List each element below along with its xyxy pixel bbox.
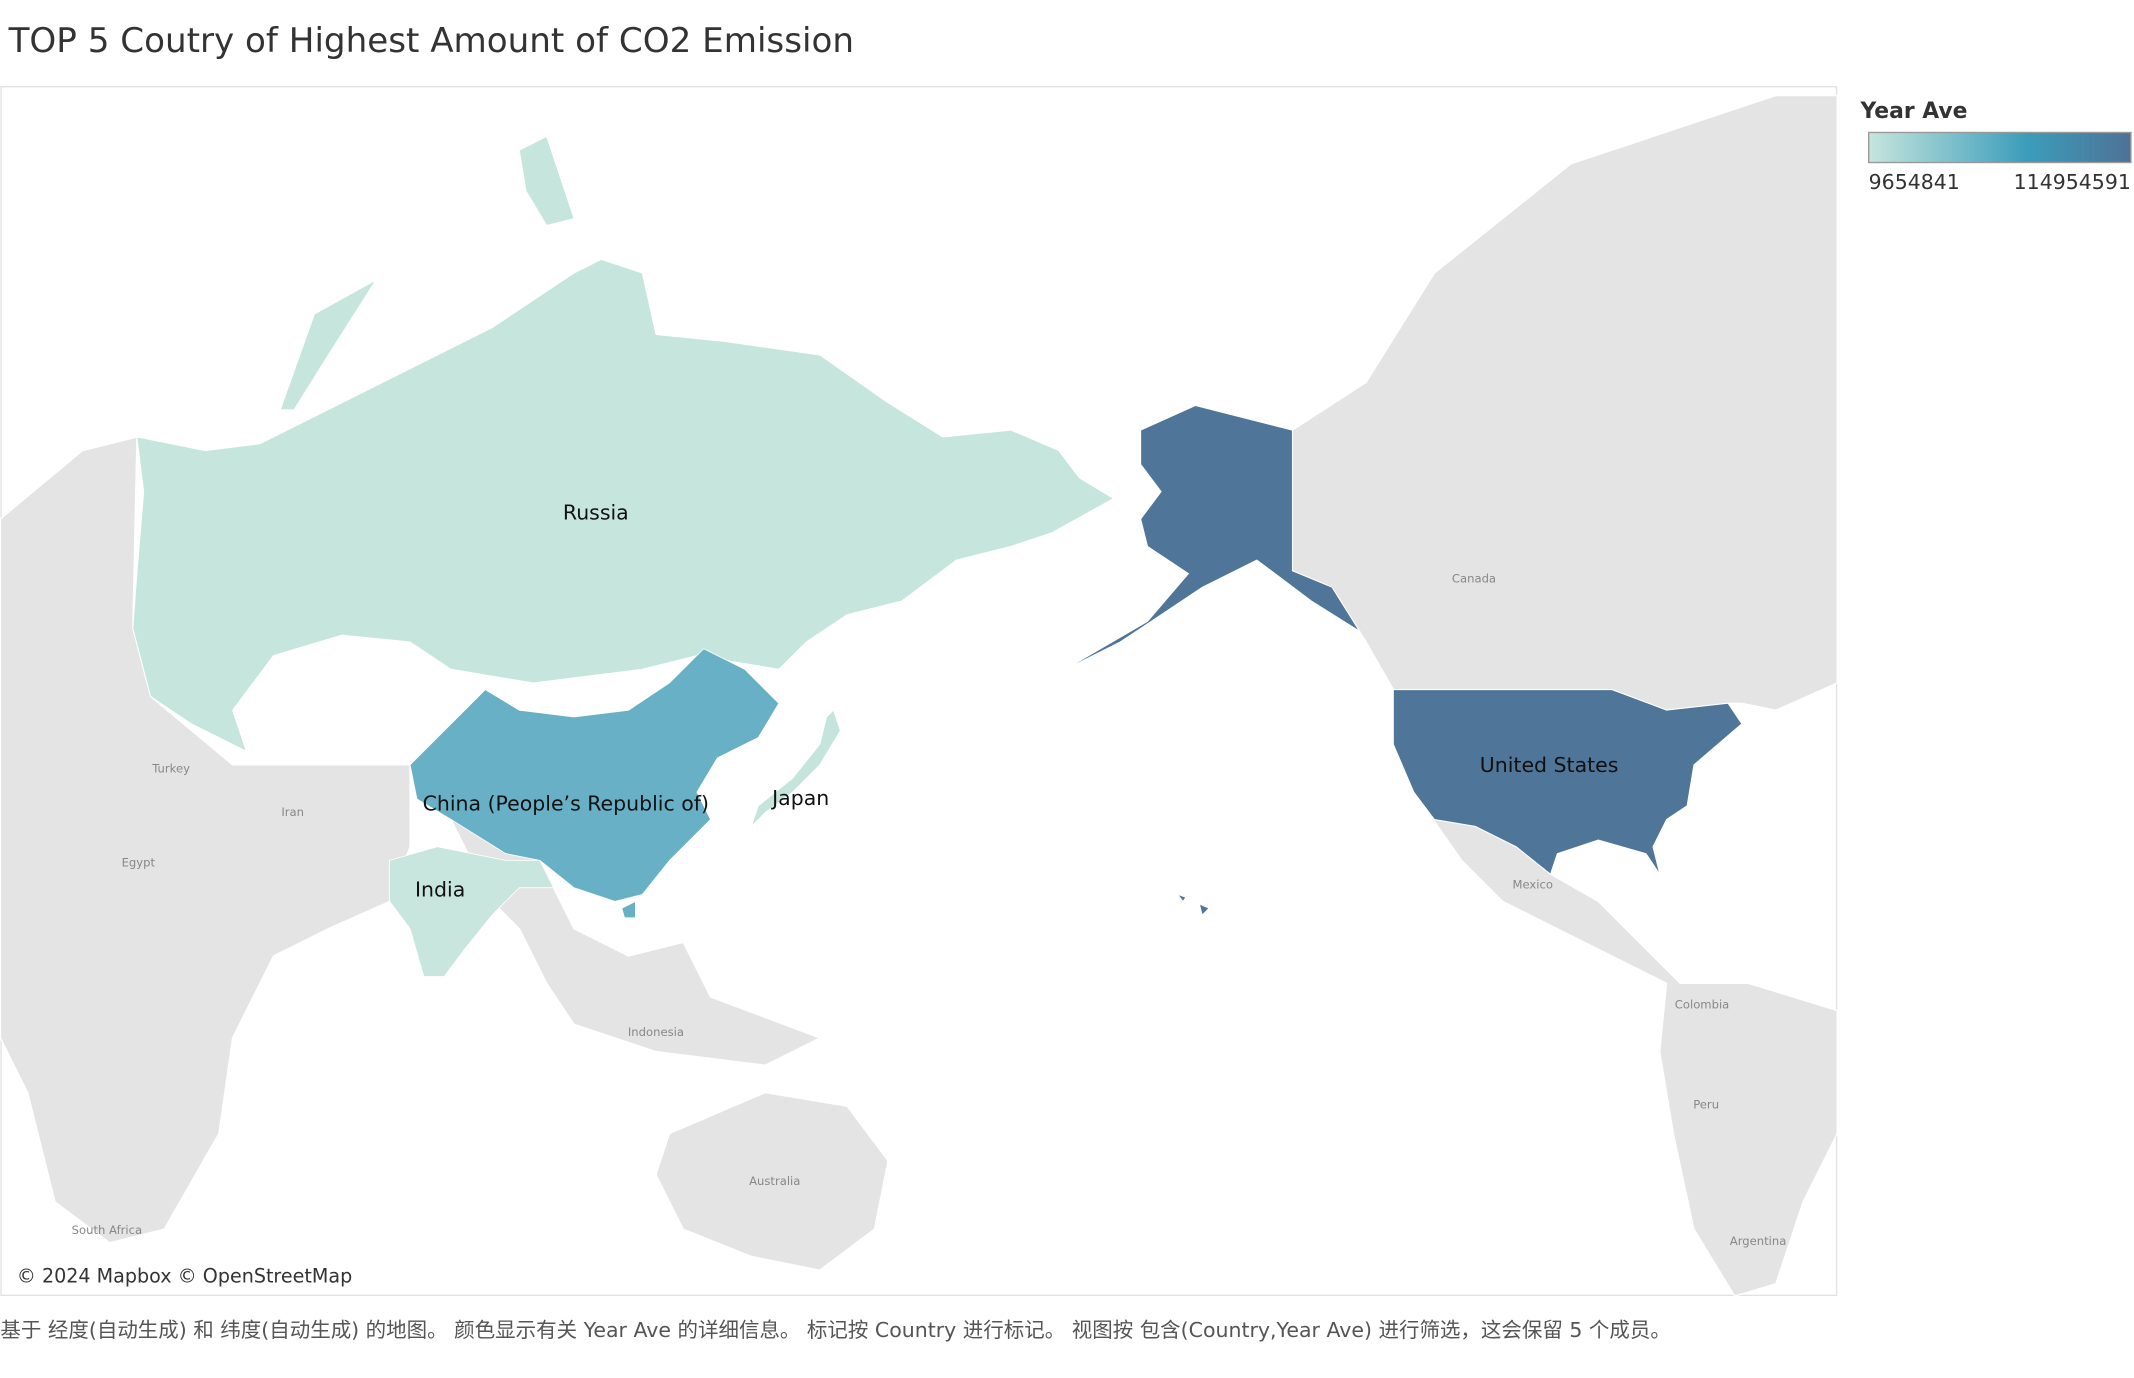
country-shape	[409, 648, 780, 919]
map-label: Egypt	[122, 856, 156, 870]
attribution: © 2024 Mapbox © OpenStreetMap	[17, 1264, 352, 1287]
map-label: Turkey	[151, 761, 190, 775]
country-label: United States	[1480, 753, 1619, 777]
map-label: Colombia	[1675, 998, 1729, 1012]
map-label: Mexico	[1512, 877, 1552, 891]
country-label: India	[415, 877, 465, 901]
map-label: South Africa	[72, 1223, 142, 1237]
legend-min: 9654841	[1869, 170, 1960, 194]
map-label: Indonesia	[628, 1025, 684, 1039]
page-title: TOP 5 Coutry of Highest Amount of CO2 Em…	[8, 21, 854, 61]
country-shape	[1065, 405, 1743, 916]
country-label: Russia	[563, 501, 629, 525]
country-shape	[751, 709, 841, 827]
countries	[132, 135, 1743, 977]
country-shape	[132, 135, 1115, 752]
base-labels: Canada Mexico Turkey Iran Egypt Indonesi…	[72, 572, 1787, 1248]
map-label: Canada	[1452, 572, 1496, 586]
legend-gradient	[1867, 131, 2132, 164]
country-labels: Russia China (People’s Republic of) Indi…	[415, 501, 1618, 902]
country-shape	[389, 846, 555, 977]
map-label: Peru	[1693, 1097, 1719, 1111]
legend-title: Year Ave	[1859, 99, 1967, 124]
caption-box: 基于 经度(自动生成) 和 纬度(自动生成) 的地图。 颜色显示有关 Year …	[0, 1317, 1671, 1343]
caption: 基于 经度(自动生成) 和 纬度(自动生成) 的地图。 颜色显示有关 Year …	[0, 1317, 1671, 1343]
country-label: Japan	[770, 786, 829, 810]
map-label: Iran	[281, 805, 304, 819]
base-land	[0, 94, 1838, 1297]
country-label: China (People’s Republic of)	[423, 791, 709, 815]
legend-max: 114954591	[2014, 170, 2131, 194]
map-label: Australia	[749, 1174, 800, 1188]
map-label: Argentina	[1730, 1234, 1787, 1248]
